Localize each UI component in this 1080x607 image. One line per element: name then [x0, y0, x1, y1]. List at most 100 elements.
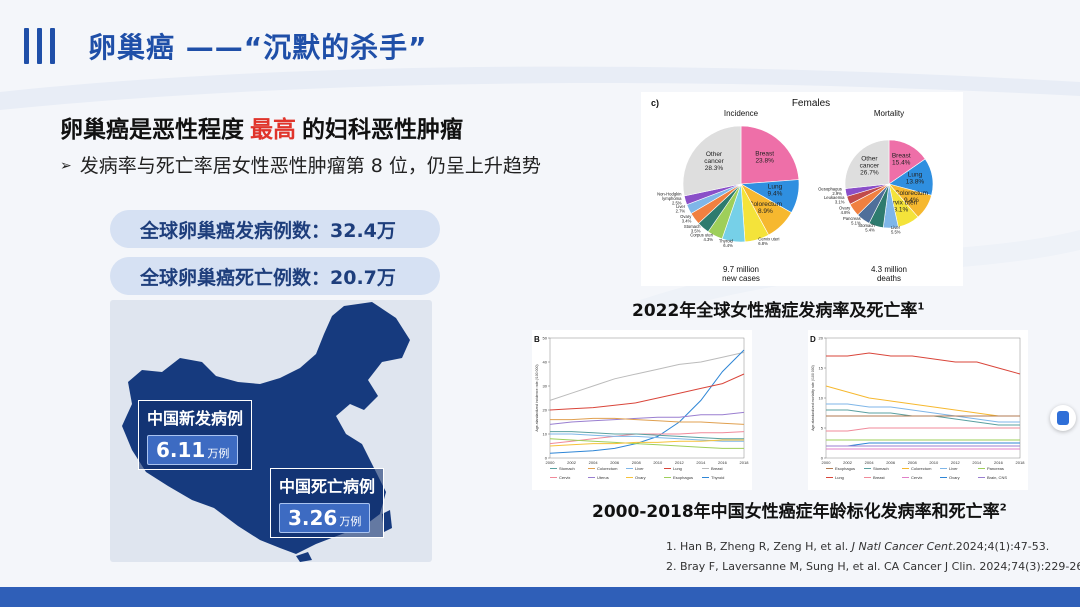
incidence-legend-lung: Lung — [673, 466, 682, 471]
incidence-ytick-label: 0 — [545, 456, 548, 461]
mortality-legend-pancreas: Pancreas — [987, 466, 1004, 471]
china-map: 中国新发病例 6.11 万例 中国死亡病例 3.26 万例 — [110, 300, 432, 562]
mortality-ytick-label: 20 — [819, 336, 824, 341]
incidence-xtick-label: 2016 — [718, 460, 728, 465]
incidence-xtick-label: 2018 — [740, 460, 750, 465]
incidence-plot-frame — [549, 337, 745, 459]
mortality-label-liver: Liver 5.5% — [891, 225, 901, 235]
china-death-box: 中国死亡病例 3.26 万例 — [270, 468, 385, 538]
line-caption: 2000-2018年中国女性癌症年龄标化发病率和死亡率2 — [592, 502, 1007, 522]
mortality-panel-tag: D — [810, 335, 816, 344]
mortality-ylabel: Age-standardized mortality rate (/100 00… — [811, 365, 815, 431]
reference-1: 1. Han B, Zheng R, Zeng H, et al. J Natl… — [666, 540, 1050, 553]
mortality-xtick-label: 2008 — [908, 460, 918, 465]
incidence-legend-stomach: Stomach — [559, 466, 575, 471]
china-incidence-value: 6.11 万例 — [147, 435, 239, 465]
incidence-label-ovary: Ovary 3.4% — [680, 214, 692, 224]
incidence-panel-tag: B — [534, 335, 540, 344]
incidence-xtick-label: 2004 — [589, 460, 599, 465]
mortality-xtick-label: 2004 — [865, 460, 875, 465]
pie-charts: c) Females Incidence Breast 23.8% Lung 9.4% C… — [651, 98, 934, 283]
incidence-label-stomach: Stomach 3.5% — [684, 224, 701, 234]
incidence-ytick-label: 10 — [543, 432, 548, 437]
mortality-label-colorectum: Colorectum 9.4% — [895, 190, 928, 204]
incidence-line-chart: B 0 10 20 30 40 50 2000 2002 2004 2006 2008 2010 2012… — [534, 335, 750, 480]
incidence-label-breast: Breast 23.8% — [755, 150, 774, 164]
incidence-xtick-label: 2002 — [567, 460, 577, 465]
mortality-xtick-label: 2018 — [1016, 460, 1026, 465]
mortality-legend-ovary: Ovary — [949, 475, 960, 480]
incidence-series-ovary — [549, 439, 744, 447]
incidence-series-stomach — [550, 431, 744, 440]
mortality-ytick-label: 15 — [819, 366, 824, 371]
incidence-label-corpus-uteri: Corpus uteri 4.3% — [690, 232, 713, 242]
incidence-legend-uterus: Uterus — [597, 475, 609, 480]
bullet-point: ➢ 发病率与死亡率居女性恶性肿瘤第 8 位，仍呈上升趋势 — [60, 151, 541, 178]
mortality-ytick-label: 0 — [821, 456, 824, 461]
mortality-xtick-label: 2010 — [929, 460, 939, 465]
incidence-ylabel: Age-standardized incidence rate (/100 00… — [535, 364, 539, 431]
mortality-legend-colorectum: Colorectum — [911, 466, 932, 471]
incidence-xtick-label: 2012 — [675, 460, 685, 465]
incidence-ytick-label: 40 — [543, 360, 548, 365]
incidence-legend-liver: Liver — [635, 466, 644, 471]
incidence-series-lung — [549, 373, 745, 411]
mortality-ytick-label: 10 — [819, 396, 824, 401]
header-bars-icon — [24, 28, 72, 64]
incidence-ytick-label: 20 — [543, 408, 548, 413]
incidence-xtick-label: 2000 — [546, 460, 556, 465]
arrow-bullet-icon: ➢ — [60, 158, 72, 174]
mortality-label-leukaemia: Leukaemia 3.1% — [824, 195, 845, 205]
china-incidence-box: 中国新发病例 6.11 万例 — [138, 400, 253, 470]
incidence-slice-breast — [740, 125, 800, 185]
incidence-series-breast — [549, 351, 745, 401]
global-death-stat: 全球卵巢癌死亡例数：20.7万 — [110, 257, 440, 295]
mortality-xtick-label: 2006 — [886, 460, 896, 465]
incidence-series-cervix — [549, 431, 745, 445]
mortality-legend-cervix: Cervix — [911, 475, 922, 480]
mortality-legend-stomach: Stomach — [873, 466, 889, 471]
mortality-legend-lung: Lung — [835, 475, 844, 480]
mortality-pie-footer-2: deaths — [877, 274, 901, 283]
incidence-label-liver: Liver 2.7% — [676, 204, 686, 214]
mortality-series-breast — [826, 427, 1020, 432]
mortality-ytick-label: 5 — [821, 426, 824, 431]
headline-highlight: 最高 — [250, 117, 296, 143]
incidence-label-colorectum: Colorectum 8.9% — [749, 201, 782, 215]
mortality-legend-liver: Liver — [949, 466, 958, 471]
incidence-label-non-hodgkin-lymphoma: Non-Hodgkin lymphoma 2.5% — [657, 191, 682, 205]
incidence-xtick-label: 2008 — [632, 460, 642, 465]
chat-icon — [1057, 411, 1069, 425]
mortality-pie-heading: Mortality — [874, 109, 904, 118]
panel-c-tag: c) — [651, 98, 659, 108]
mortality-label-ovary: Ovary 4.8% — [839, 205, 851, 215]
incidence-label-cervix-uteri: Cervix uteri 6.8% — [758, 237, 779, 247]
global-incidence-stat: 全球卵巢癌发病例数：32.4万 — [110, 210, 440, 248]
panel-c-title: Females — [792, 98, 830, 109]
incidence-line-panel: B 0 10 20 30 40 50 2000 2002 2004 2006 2008 2010 2012… — [532, 330, 752, 490]
mortality-label-lung: Lung 13.8% — [906, 171, 925, 185]
mortality-xtick-label: 2016 — [994, 460, 1004, 465]
mortality-legend-breast: Breast — [873, 475, 885, 480]
headline-suffix: 的妇科恶性肿瘤 — [302, 117, 463, 143]
incidence-legend-esophagus: Esophagus — [673, 475, 693, 480]
incidence-label-thyroid: Thyroid 6.4% — [719, 238, 734, 248]
incidence-pie-footer-2: new cases — [722, 274, 760, 283]
mortality-series-lung — [826, 352, 1021, 375]
headline: 卵巢癌是恶性程度 最高 的妇科恶性肿瘤 — [60, 110, 463, 144]
incidence-ytick-label: 30 — [543, 384, 548, 389]
incidence-pie-heading: Incidence — [724, 109, 759, 118]
footer-bar — [0, 587, 1080, 607]
assistant-float-button[interactable] — [1050, 405, 1076, 431]
incidence-xtick-label: 2014 — [696, 460, 706, 465]
global-pie-panel: c) Females Incidence Breast 23.8% Lung 9.4% C… — [641, 92, 963, 286]
reference-2: 2. Bray F, Laversanne M, Sung H, et al. … — [666, 560, 1080, 573]
mortality-slice-other-cancer — [844, 139, 890, 189]
headline-prefix: 卵巢癌是恶性程度 — [60, 117, 244, 143]
incidence-slice-other-cancer — [682, 125, 742, 197]
incidence-ytick-label: 50 — [543, 336, 548, 341]
mortality-legend-esophagus: Esophagus — [835, 466, 855, 471]
mortality-xtick-label: 2000 — [822, 460, 832, 465]
incidence-label-other-cancer: Other cancer 28.3% — [704, 151, 724, 172]
china-death-value: 3.26 万例 — [279, 503, 371, 533]
